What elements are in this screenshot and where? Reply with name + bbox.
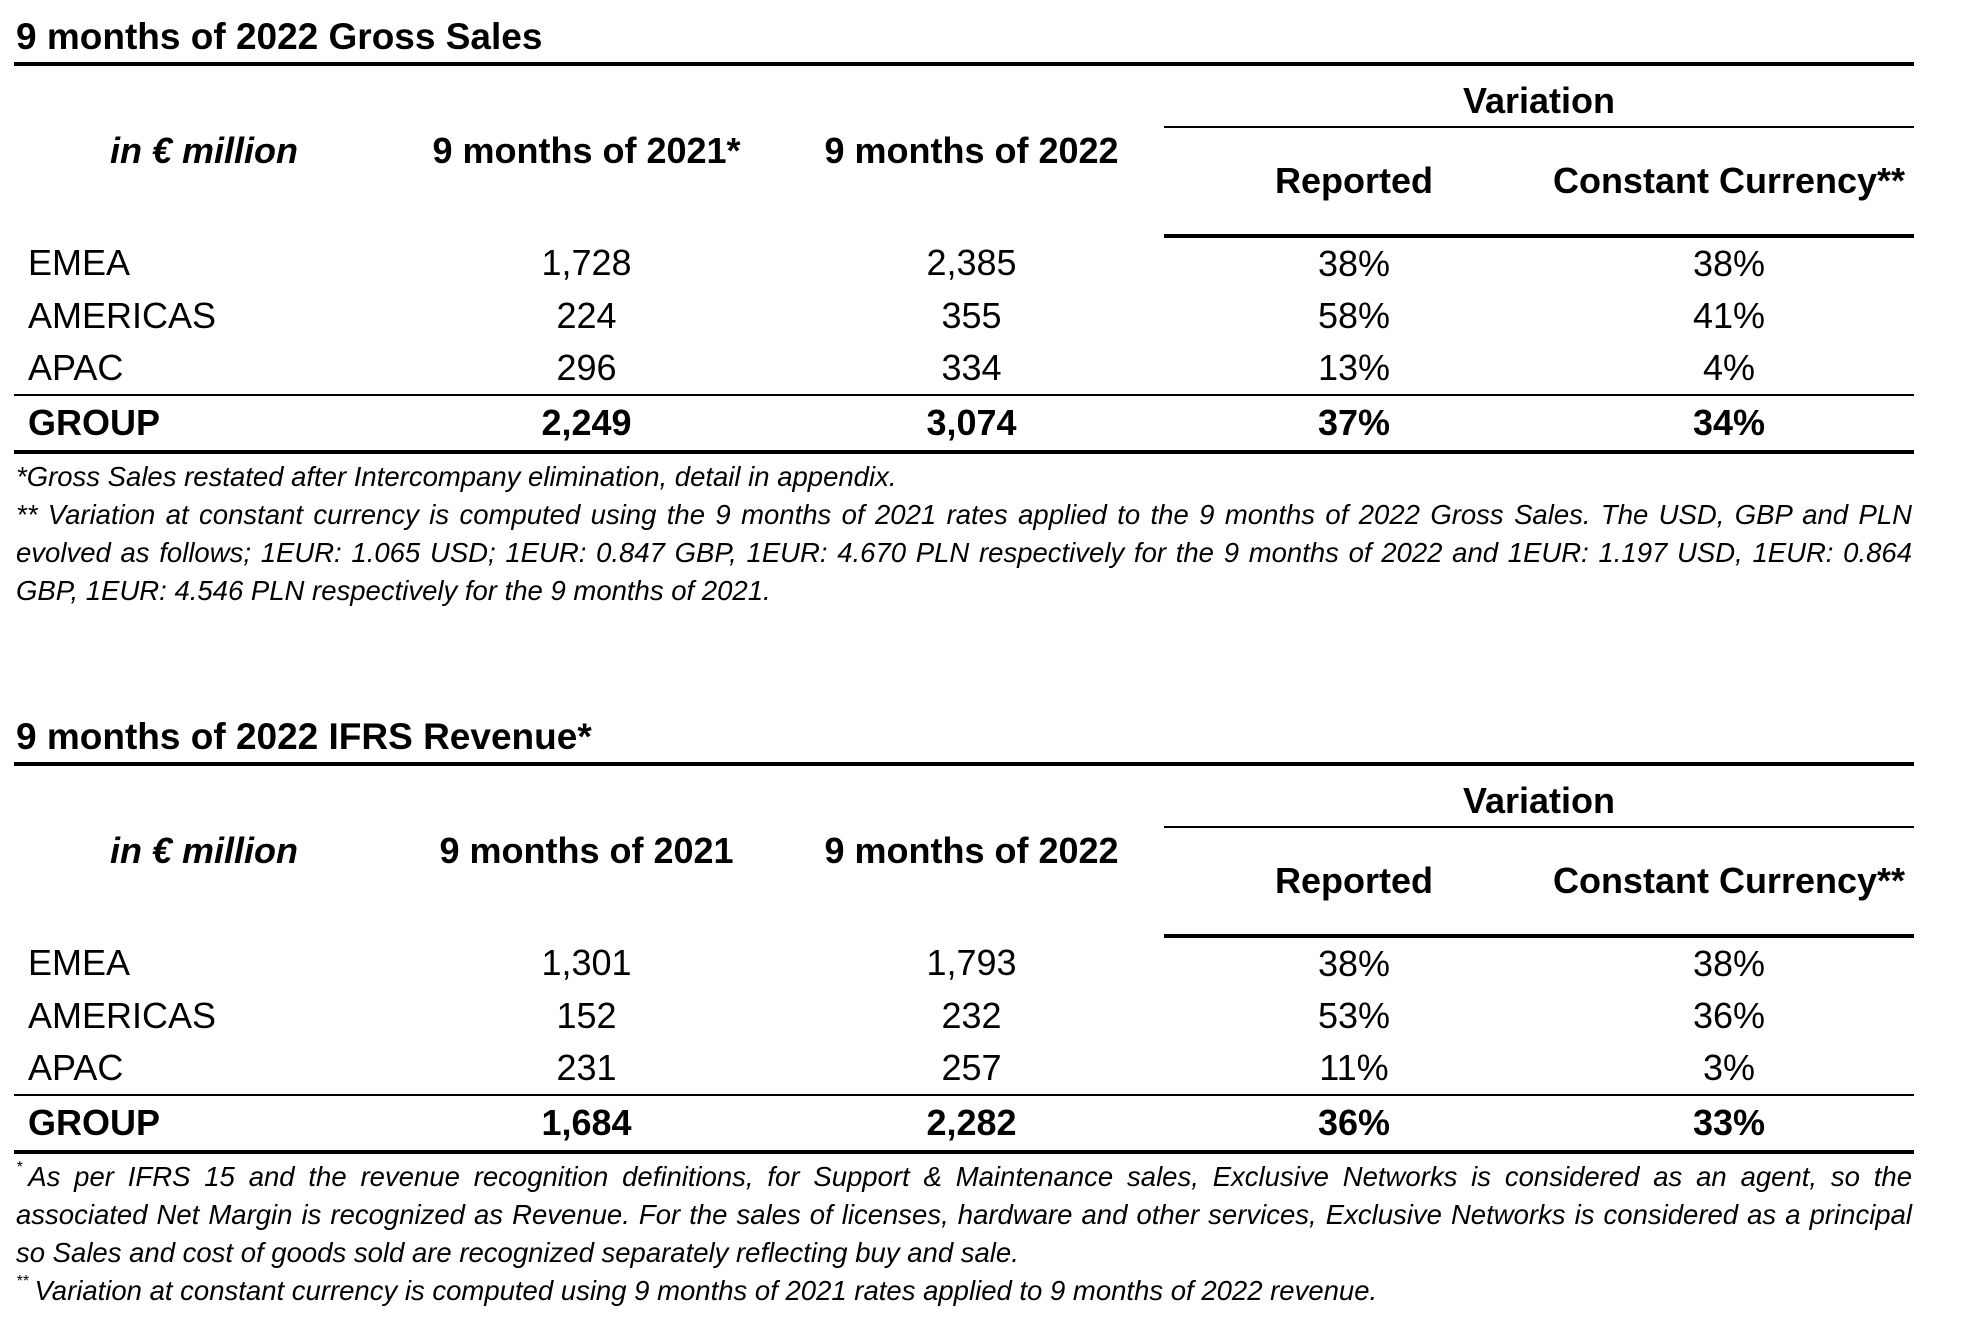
value-2021-cell: 152: [556, 995, 617, 1036]
value-2021-cell: 1,728: [541, 242, 632, 283]
col-header-2022: 9 months of 2022: [779, 62, 1164, 236]
constant-currency-header: Constant Currency**: [1544, 827, 1914, 938]
footnote-marker: *: [16, 1159, 23, 1176]
reported-cell: 38%: [1317, 943, 1391, 984]
reported-header: Reported: [1164, 827, 1544, 938]
region-cell: EMEA: [28, 942, 131, 983]
value-2022-cell: 232: [941, 995, 1002, 1036]
col-header-2021: 9 months of 2021*: [394, 62, 779, 236]
value-2021-cell: 2,249: [394, 394, 779, 454]
region-cell: AMERICAS: [28, 295, 217, 336]
reported-cell: 11%: [1319, 1047, 1389, 1088]
value-2022-cell: 2,385: [926, 242, 1017, 283]
table-row: APAC 296 334 13% 4%: [14, 342, 1914, 395]
footnote-text: As per IFRS 15 and the revenue recogniti…: [16, 1161, 1912, 1268]
value-2022-cell: 334: [941, 347, 1002, 388]
constant-cell: 4%: [1702, 347, 1756, 388]
reported-cell: 36%: [1164, 1094, 1544, 1154]
col-header-2022: 9 months of 2022: [779, 762, 1164, 936]
region-cell: APAC: [28, 1047, 124, 1088]
region-cell: AMERICAS: [28, 995, 217, 1036]
reported-cell: 38%: [1317, 243, 1391, 284]
constant-cell: 41%: [1692, 295, 1766, 336]
total-row: GROUP 1,684 2,282 36% 33%: [14, 1094, 1914, 1154]
reported-cell: 37%: [1164, 394, 1544, 454]
ifrs-revenue-table: in € million 9 months of 2021 9 months o…: [14, 762, 1914, 1154]
table-row: AMERICAS 152 232 53% 36%: [14, 990, 1914, 1042]
value-2021-cell: 224: [556, 295, 617, 336]
region-cell: APAC: [28, 347, 124, 388]
footnote: ** Variation at constant currency is com…: [16, 499, 1912, 606]
constant-currency-header: Constant Currency**: [1544, 127, 1914, 238]
table-row: EMEA 1,728 2,385 38% 38%: [14, 236, 1914, 290]
unit-label: in € million: [14, 62, 394, 236]
constant-cell: 33%: [1544, 1094, 1914, 1154]
value-2021-cell: 1,684: [394, 1094, 779, 1154]
variation-header: Variation: [1164, 762, 1914, 828]
region-cell: GROUP: [14, 1094, 394, 1154]
constant-cell: 36%: [1692, 995, 1766, 1036]
constant-cell: 3%: [1702, 1047, 1756, 1088]
table-row: EMEA 1,301 1,793 38% 38%: [14, 936, 1914, 990]
col-header-2021: 9 months of 2021: [394, 762, 779, 936]
ifrs-revenue-footnotes: * As per IFRS 15 and the revenue recognit…: [14, 1158, 1914, 1310]
reported-header: Reported: [1164, 127, 1544, 238]
constant-cell: 34%: [1544, 394, 1914, 454]
gross-sales-table: in € million 9 months of 2021* 9 months …: [14, 62, 1914, 454]
footnote-marker: **: [16, 1273, 29, 1290]
ifrs-revenue-title: 9 months of 2022 IFRS Revenue*: [16, 716, 592, 757]
region-cell: GROUP: [14, 394, 394, 454]
value-2022-cell: 1,793: [926, 942, 1017, 983]
value-2021-cell: 296: [556, 347, 617, 388]
gross-sales-footnotes: *Gross Sales restated after Intercompany…: [14, 458, 1914, 610]
reported-cell: 53%: [1317, 995, 1391, 1036]
value-2022-cell: 2,282: [779, 1094, 1164, 1154]
ifrs-revenue-section: 9 months of 2022 IFRS Revenue* in € mill…: [14, 714, 1914, 1310]
gross-sales-section: 9 months of 2022 Gross Sales in € millio…: [14, 14, 1914, 610]
total-row: GROUP 2,249 3,074 37% 34%: [14, 394, 1914, 454]
reported-cell: 58%: [1317, 295, 1391, 336]
region-cell: EMEA: [28, 242, 131, 283]
value-2022-cell: 257: [941, 1047, 1002, 1088]
value-2021-cell: 231: [556, 1047, 617, 1088]
gross-sales-title: 9 months of 2022 Gross Sales: [16, 16, 543, 57]
table-row: AMERICAS 224 355 58% 41%: [14, 290, 1914, 342]
footnote-text: Variation at constant currency is comput…: [34, 1275, 1378, 1306]
value-2022-cell: 355: [941, 295, 1002, 336]
footnote: ** Variation at constant currency is comp…: [16, 1272, 1912, 1310]
value-2021-cell: 1,301: [541, 942, 632, 983]
footnote: * As per IFRS 15 and the revenue recognit…: [16, 1158, 1912, 1272]
constant-cell: 38%: [1692, 943, 1766, 984]
footnote: *Gross Sales restated after Intercompany…: [16, 461, 897, 492]
value-2022-cell: 3,074: [779, 394, 1164, 454]
constant-cell: 38%: [1692, 243, 1766, 284]
unit-label: in € million: [14, 762, 394, 936]
table-row: APAC 231 257 11% 3%: [14, 1042, 1914, 1095]
variation-header: Variation: [1164, 62, 1914, 128]
reported-cell: 13%: [1317, 347, 1391, 388]
